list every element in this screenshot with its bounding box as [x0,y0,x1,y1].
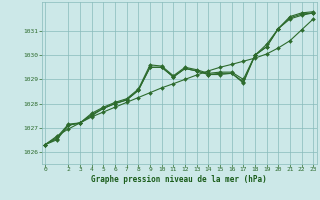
X-axis label: Graphe pression niveau de la mer (hPa): Graphe pression niveau de la mer (hPa) [91,175,267,184]
